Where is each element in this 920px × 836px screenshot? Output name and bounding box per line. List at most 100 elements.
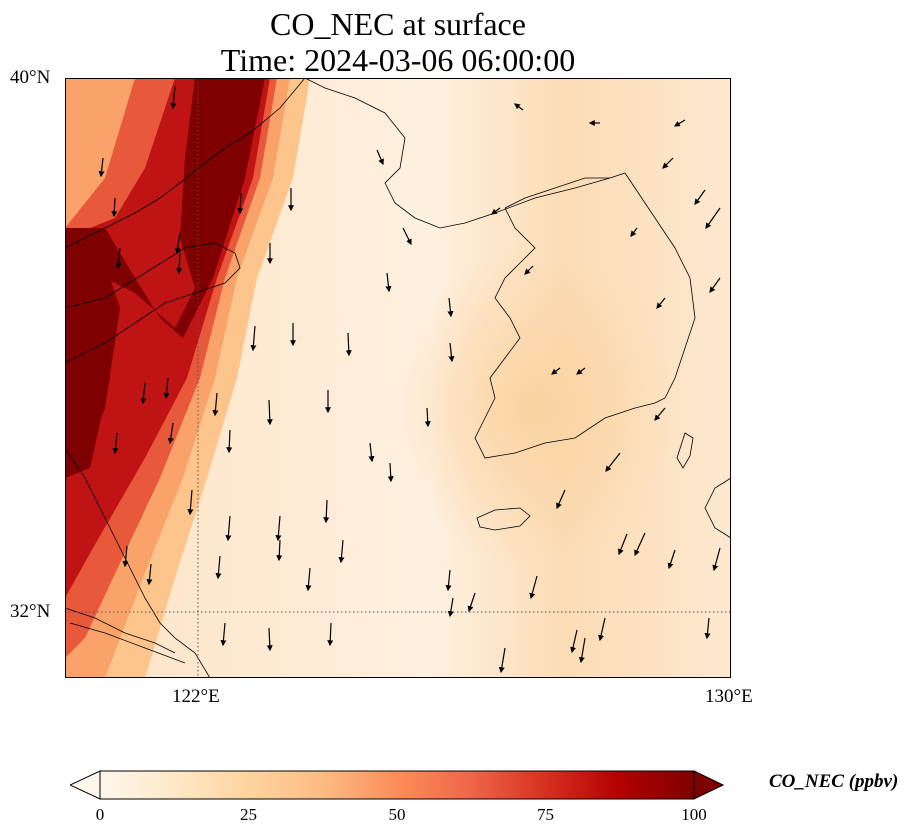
wind-vector-arrow bbox=[167, 422, 174, 445]
wind-vector-arrow bbox=[709, 277, 721, 293]
yangtze-estuary bbox=[65, 607, 186, 664]
wind-vector-arrow bbox=[570, 629, 578, 654]
wind-vector-arrow bbox=[275, 515, 282, 542]
colorbar-tick-label: 25 bbox=[240, 805, 257, 824]
wind-vector-arrow bbox=[447, 597, 454, 618]
colorbar-gradient bbox=[99, 770, 695, 800]
wind-vector-arrow bbox=[445, 569, 452, 592]
wind-vector-arrow bbox=[694, 189, 706, 205]
china-coastline-south bbox=[65, 447, 211, 678]
colorbar-tick-label: 50 bbox=[388, 805, 406, 824]
colorbar-label: CO_NEC (ppbv) bbox=[769, 771, 899, 792]
coastlines bbox=[65, 78, 731, 678]
wind-vector-arrow bbox=[225, 515, 232, 542]
wind-vector-arrow bbox=[140, 382, 147, 405]
map-plot-area bbox=[65, 78, 731, 678]
wind-vectors bbox=[98, 85, 721, 674]
wind-vector-arrow bbox=[112, 432, 119, 455]
wind-vector-arrow bbox=[667, 549, 676, 570]
wind-vector-arrow bbox=[266, 627, 273, 652]
gridlines bbox=[65, 78, 731, 678]
wind-vector-arrow bbox=[529, 575, 538, 600]
wind-vector-arrow bbox=[630, 227, 638, 237]
wind-vector-arrow bbox=[712, 547, 721, 572]
map-title: CO_NEC at surface bbox=[270, 6, 526, 42]
wind-vector-arrow bbox=[662, 157, 674, 169]
wind-vector-arrow bbox=[163, 377, 170, 400]
wind-vector-arrow bbox=[323, 499, 330, 524]
wind-vector-arrow bbox=[220, 622, 227, 647]
wind-vector-arrow bbox=[122, 545, 129, 568]
wind-vector-arrow bbox=[704, 617, 711, 640]
wind-vector-arrow bbox=[402, 227, 412, 246]
wind-vector-arrow bbox=[266, 399, 273, 426]
wind-vector-arrow bbox=[705, 207, 721, 229]
wind-vector-arrow bbox=[387, 462, 394, 483]
colorbar-extend-low bbox=[70, 770, 101, 800]
wind-vector-arrow bbox=[634, 532, 646, 557]
china-coastline bbox=[65, 78, 306, 249]
wind-vector-arrow bbox=[514, 103, 524, 111]
colorbar-tick-label: 0 bbox=[95, 805, 105, 824]
lon-tick-122e: 122°E bbox=[172, 686, 220, 707]
colorbar-tick-label: 100 bbox=[681, 805, 707, 824]
wind-vector-arrow bbox=[212, 392, 219, 417]
wind-vector-arrow bbox=[467, 592, 476, 613]
wind-vector-arrow bbox=[176, 252, 183, 275]
wind-vector-arrow bbox=[376, 149, 384, 166]
korea-west-coastline bbox=[474, 207, 656, 459]
wind-vector-arrow bbox=[578, 637, 586, 664]
wind-vector-arrow bbox=[424, 407, 431, 428]
colorbar-tick-label: 75 bbox=[537, 805, 554, 824]
concentration-band-dark-red bbox=[65, 78, 265, 478]
wind-vector-arrow bbox=[368, 442, 375, 463]
tsushima-island bbox=[676, 432, 694, 469]
wind-vector-arrow bbox=[498, 647, 506, 674]
wind-vector-arrow bbox=[448, 342, 455, 363]
colorbar-extend-high bbox=[693, 770, 724, 800]
jeju-island bbox=[476, 507, 531, 531]
wind-vector-arrow bbox=[215, 555, 222, 580]
wind-vector-arrow bbox=[524, 265, 534, 275]
korea-east-coastline bbox=[624, 172, 696, 404]
wind-vector-arrow bbox=[115, 247, 122, 270]
wind-vector-arrow bbox=[276, 539, 283, 562]
wind-vector-arrow bbox=[447, 297, 454, 318]
wind-vector-arrow bbox=[305, 567, 312, 592]
wind-vector-arrow bbox=[654, 407, 666, 421]
wind-vector-arrow bbox=[226, 429, 233, 454]
wind-vector-arrow bbox=[174, 232, 181, 255]
wind-vector-arrow bbox=[327, 622, 334, 647]
wind-vector-arrow bbox=[598, 617, 606, 642]
wind-vector-arrow bbox=[385, 272, 392, 293]
lat-tick-32n: 32°N bbox=[10, 601, 51, 622]
north-korea-border bbox=[504, 177, 610, 209]
wind-vector-arrow bbox=[345, 332, 352, 357]
concentration-band-dark-red-coast bbox=[65, 248, 120, 468]
wind-vector-arrow bbox=[146, 563, 153, 586]
shandong-coastline bbox=[65, 242, 241, 364]
japan-coastline bbox=[704, 477, 731, 539]
lat-tick-40n: 40°N bbox=[10, 67, 51, 88]
wind-vector-arrow bbox=[605, 452, 621, 472]
korea-concentration-patch bbox=[395, 248, 675, 568]
map-frame bbox=[65, 78, 731, 678]
map-time-subtitle: Time: 2024-03-06 06:00:00 bbox=[220, 42, 576, 78]
wind-vector-arrow bbox=[551, 367, 561, 375]
wind-vector-arrow bbox=[656, 297, 666, 309]
wind-vector-arrow bbox=[576, 367, 586, 375]
wind-vector-arrow bbox=[673, 119, 686, 127]
liaodong-coastline bbox=[304, 78, 626, 229]
wind-vector-arrow bbox=[187, 489, 194, 516]
wind-vector-arrow bbox=[338, 539, 345, 564]
wind-vector-arrow bbox=[98, 157, 105, 178]
wind-vector-arrow bbox=[237, 192, 244, 215]
wind-vector-arrow bbox=[170, 85, 177, 110]
colorbar bbox=[70, 770, 724, 800]
wind-vector-arrow bbox=[491, 207, 501, 215]
wind-vector-arrow bbox=[250, 325, 257, 352]
wind-vector-arrow bbox=[617, 533, 628, 556]
lon-tick-130e: 130°E bbox=[705, 686, 753, 707]
wind-vector-arrow bbox=[111, 197, 118, 218]
wind-vector-arrow bbox=[556, 489, 566, 510]
